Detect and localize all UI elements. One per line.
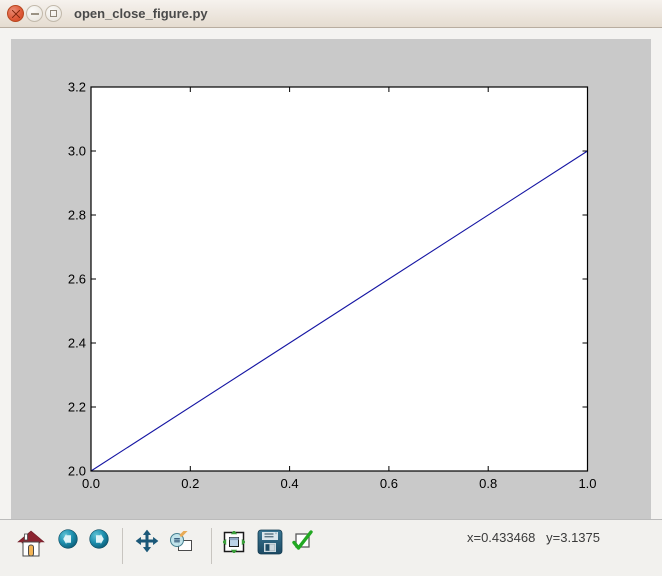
svg-text:0.6: 0.6 (380, 476, 398, 491)
svg-text:2.4: 2.4 (68, 336, 86, 351)
svg-text:3.0: 3.0 (68, 144, 86, 159)
svg-text:2.2: 2.2 (68, 400, 86, 415)
svg-text:2.6: 2.6 (68, 272, 86, 287)
svg-text:2.8: 2.8 (68, 208, 86, 223)
svg-text:0.4: 0.4 (281, 476, 299, 491)
svg-text:1.0: 1.0 (578, 476, 596, 491)
svg-text:3.2: 3.2 (68, 80, 86, 95)
svg-text:0.2: 0.2 (181, 476, 199, 491)
svg-text:0.8: 0.8 (479, 476, 497, 491)
svg-text:0.0: 0.0 (82, 476, 100, 491)
